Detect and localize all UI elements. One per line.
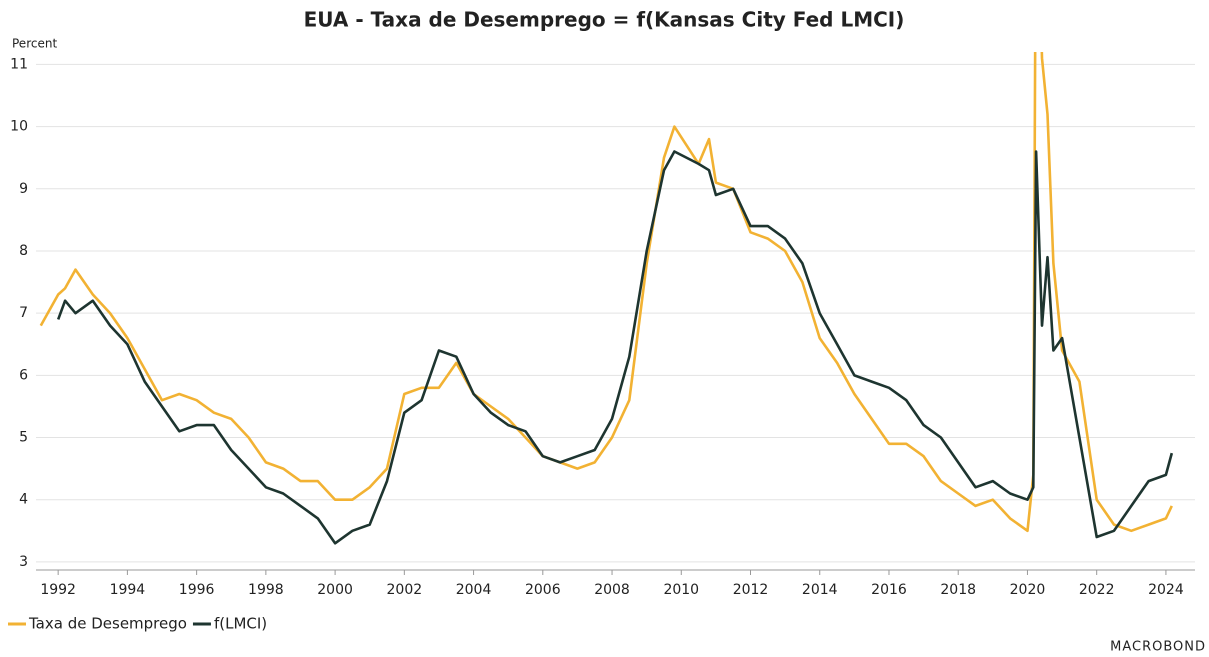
x-tick-label: 2006 xyxy=(525,582,561,598)
legend-label: f(LMCI) xyxy=(214,615,267,633)
x-tick-label: 2008 xyxy=(594,582,630,598)
chart-title: EUA - Taxa de Desemprego = f(Kansas City… xyxy=(304,8,905,32)
x-tick-label: 2018 xyxy=(940,582,976,598)
x-tick-label: 1998 xyxy=(248,582,284,598)
x-tick-label: 2002 xyxy=(387,582,423,598)
plot-area xyxy=(39,52,1174,545)
x-tick-label: 2004 xyxy=(456,582,492,598)
x-tick-label: 2016 xyxy=(871,582,907,598)
y-tick-label: 5 xyxy=(19,430,28,446)
x-tick-label: 2022 xyxy=(1079,582,1115,598)
y-tick-label: 6 xyxy=(19,367,28,383)
series-line xyxy=(56,150,1174,545)
y-tick-label: 7 xyxy=(19,305,28,321)
y-tick-label: 3 xyxy=(19,554,28,570)
y-tick-label: 10 xyxy=(10,119,28,135)
x-tick-label: 2000 xyxy=(317,582,353,598)
x-tick-label: 2014 xyxy=(802,582,838,598)
x-tick-label: 1992 xyxy=(40,582,76,598)
y-axis-label: Percent xyxy=(12,37,57,51)
legend-label: Taxa de Desemprego xyxy=(28,615,187,633)
y-tick-label: 9 xyxy=(19,181,28,197)
series-line xyxy=(39,52,1173,533)
y-tick-label: 8 xyxy=(19,243,28,259)
x-tick-label: 1996 xyxy=(179,582,215,598)
x-tick-label: 2020 xyxy=(1010,582,1046,598)
x-tick-label: 2012 xyxy=(733,582,769,598)
x-tick-label: 1994 xyxy=(110,582,146,598)
y-tick-label: 4 xyxy=(19,492,28,508)
source-logo: MACROBOND xyxy=(1110,640,1206,655)
x-tick-label: 2010 xyxy=(663,582,699,598)
y-tick-label: 11 xyxy=(10,56,28,72)
x-tick-label: 2024 xyxy=(1148,582,1184,598)
